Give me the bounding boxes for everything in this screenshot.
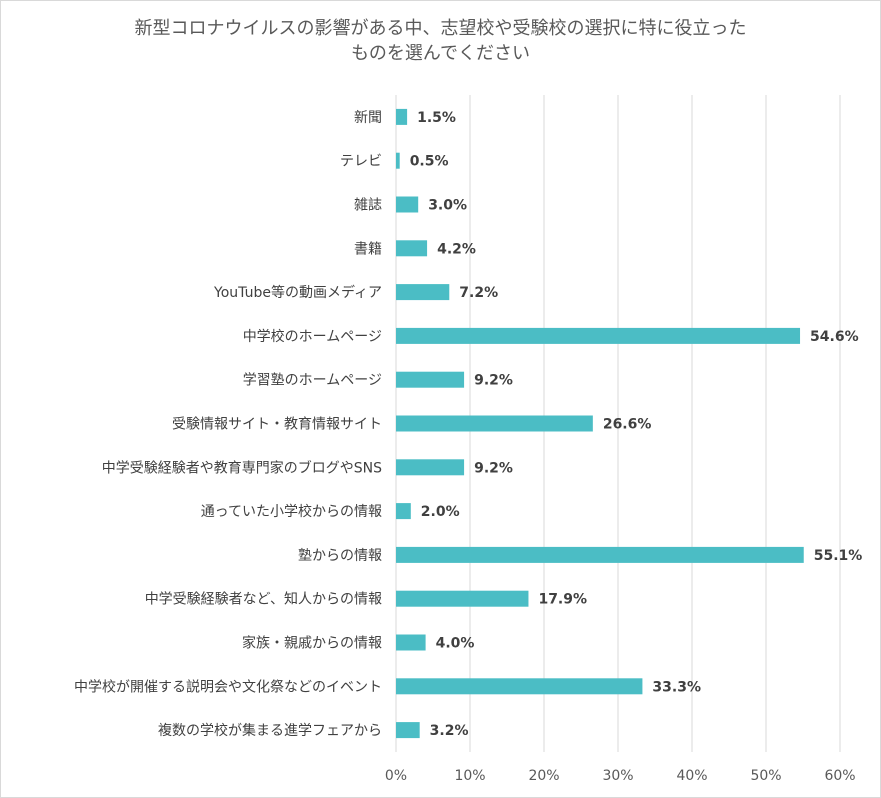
bar-11 — [396, 590, 529, 607]
category-label-6: 学習塾のホームページ — [243, 373, 382, 389]
data-label-12: 4.0% — [436, 636, 475, 652]
data-label-7: 26.6% — [603, 417, 652, 433]
category-label-14: 複数の学校が集まる進学フェアから — [158, 722, 382, 739]
bar-4 — [396, 284, 450, 301]
category-label-2: 雑誌 — [354, 198, 382, 214]
bar-3 — [396, 240, 428, 257]
data-label-13: 33.3% — [652, 679, 701, 695]
category-label-8: 中学受験経験者や教育専門家のブログやSNS — [102, 459, 382, 476]
bar-0 — [396, 108, 408, 125]
category-label-0: 新聞 — [354, 110, 382, 126]
data-label-0: 1.5% — [417, 110, 456, 126]
x-tick-label-30: 30% — [602, 768, 633, 784]
bar-7 — [396, 415, 593, 432]
bar-9 — [396, 503, 411, 520]
category-label-13: 中学校が開催する説明会や文化祭などのイベント — [74, 678, 382, 695]
x-tick-label-40: 40% — [676, 768, 707, 784]
category-label-10: 塾からの情報 — [298, 548, 382, 564]
bar-6 — [396, 371, 465, 388]
bar-10 — [396, 546, 804, 563]
category-label-1: テレビ — [340, 154, 382, 170]
category-label-3: 書籍 — [354, 240, 382, 257]
category-label-4: YouTube等の動画メディア — [213, 284, 382, 301]
chart-title: 新型コロナウイルスの影響がある中、志望校や受験校の選択に特に役立った ものを選ん… — [0, 16, 881, 66]
x-tick-label-0: 0% — [385, 768, 407, 784]
bar-5 — [396, 327, 801, 344]
category-label-12: 家族・親戚からの情報 — [242, 635, 382, 652]
data-label-2: 3.0% — [428, 198, 467, 214]
data-label-1: 0.5% — [410, 154, 449, 170]
chart-title-line-1: 新型コロナウイルスの影響がある中、志望校や受験校の選択に特に役立った — [134, 18, 747, 39]
bar-8 — [396, 459, 465, 476]
x-tick-label-50: 50% — [750, 768, 781, 784]
data-label-10: 55.1% — [814, 548, 863, 564]
data-label-6: 9.2% — [474, 373, 513, 389]
data-label-5: 54.6% — [810, 329, 859, 345]
bar-13 — [396, 678, 643, 695]
category-label-7: 受験情報サイト・教育情報サイト — [172, 417, 382, 433]
category-label-11: 中学受験経験者など、知人からの情報 — [145, 591, 382, 608]
bar-14 — [396, 722, 420, 739]
category-label-5: 中学校のホームページ — [243, 328, 382, 345]
data-label-8: 9.2% — [474, 460, 513, 476]
x-tick-label-60: 60% — [824, 768, 855, 784]
bar-12 — [396, 634, 426, 651]
data-label-3: 4.2% — [437, 241, 476, 257]
category-label-9: 通っていた小学校からの情報 — [201, 503, 382, 520]
data-label-11: 17.9% — [538, 592, 587, 608]
chart-title-line-2: ものを選んでください — [350, 43, 531, 64]
data-label-9: 2.0% — [421, 504, 460, 520]
bar-2 — [396, 196, 419, 213]
x-tick-label-20: 20% — [528, 768, 559, 784]
x-tick-label-10: 10% — [454, 768, 485, 784]
data-label-14: 3.2% — [430, 723, 469, 739]
bar-1 — [396, 152, 400, 169]
data-label-4: 7.2% — [459, 285, 498, 301]
